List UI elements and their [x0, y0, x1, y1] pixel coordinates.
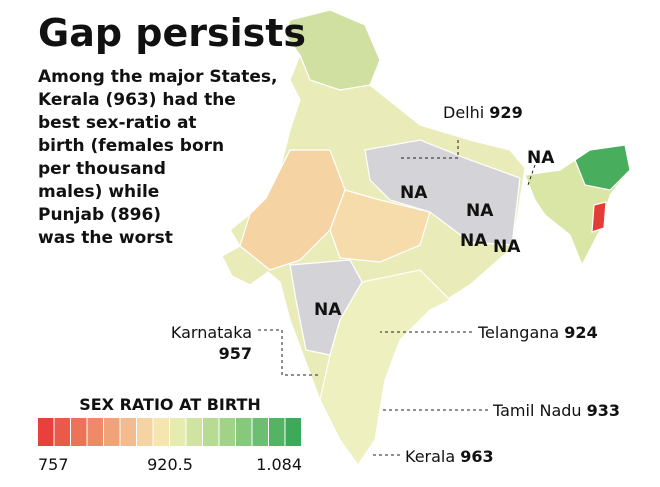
- legend-swatch: [170, 418, 186, 446]
- description-line: per thousand: [38, 159, 166, 179]
- legend-swatch: [38, 418, 54, 446]
- legend-swatch: [186, 418, 202, 446]
- south-region: [319, 269, 452, 467]
- label-name: Karnataka: [171, 323, 252, 342]
- label-name: Tamil Nadu: [492, 401, 582, 420]
- leader-line: [400, 140, 459, 159]
- legend-swatch: [153, 418, 169, 446]
- legend-swatch: [137, 418, 153, 446]
- legend-swatch: [54, 418, 70, 446]
- legend: 757 920.5 1.084: [38, 418, 302, 474]
- description-line: Punjab (896): [38, 205, 161, 225]
- up-bihar-na: [364, 139, 521, 246]
- label-value: 963: [460, 447, 493, 466]
- legend-swatch: [236, 418, 252, 446]
- label: Telangana 924: [477, 323, 598, 342]
- label-value: 957: [219, 344, 252, 363]
- madhya-pradesh: [329, 189, 431, 263]
- legend-tick-label: 920.5: [147, 455, 193, 474]
- description-line: birth (females born: [38, 136, 224, 156]
- labels: Delhi 929 Karnataka 957 Telangana 924 Tamil …: [171, 103, 620, 466]
- rajasthan: [239, 149, 346, 271]
- title: Gap persists: [38, 11, 306, 55]
- label: Kerala 963: [405, 447, 494, 466]
- legend-swatch: [120, 418, 136, 446]
- legend-swatch: [219, 418, 235, 446]
- na-label: NA: [460, 231, 488, 251]
- legend-swatch: [252, 418, 268, 446]
- label: Delhi 929: [443, 103, 523, 122]
- legend-swatch: [87, 418, 103, 446]
- legend-swatch: [71, 418, 87, 446]
- na-label: NA: [314, 300, 342, 320]
- legend-swatch: [104, 418, 120, 446]
- description-line: best sex-ratio at: [38, 113, 197, 133]
- legend-swatch: [285, 418, 301, 446]
- legend-tick-label: 1.084: [256, 455, 302, 474]
- label-name: Telangana: [477, 323, 559, 342]
- label-value: 924: [564, 323, 597, 342]
- na-label: NA: [400, 183, 428, 203]
- legend-tick-label: 757: [38, 455, 69, 474]
- label-value: 929: [489, 103, 522, 122]
- description-line: males) while: [38, 182, 159, 202]
- legend-swatch: [269, 418, 285, 446]
- na-label: NA: [493, 237, 521, 257]
- leader-line: [258, 329, 318, 376]
- legend-title: SEX RATIO AT BIRTH: [79, 395, 261, 414]
- description-line: Kerala (963) had the: [38, 90, 236, 110]
- label-value: 933: [587, 401, 620, 420]
- legend-swatch: [203, 418, 219, 446]
- label-name: Kerala: [405, 447, 455, 466]
- na-label: NA: [466, 201, 494, 221]
- label-name: Delhi: [443, 103, 484, 122]
- description: Among the major States, Kerala (963) had …: [38, 67, 278, 248]
- arunachal: [574, 144, 631, 191]
- map: [221, 9, 631, 467]
- description-line: was the worst: [38, 228, 173, 248]
- leaders: [258, 140, 536, 456]
- manipur: [591, 201, 607, 233]
- na-label: NA: [527, 148, 555, 168]
- label: Tamil Nadu 933: [492, 401, 620, 420]
- description-line: Among the major States,: [38, 67, 278, 87]
- north-region: [284, 9, 381, 91]
